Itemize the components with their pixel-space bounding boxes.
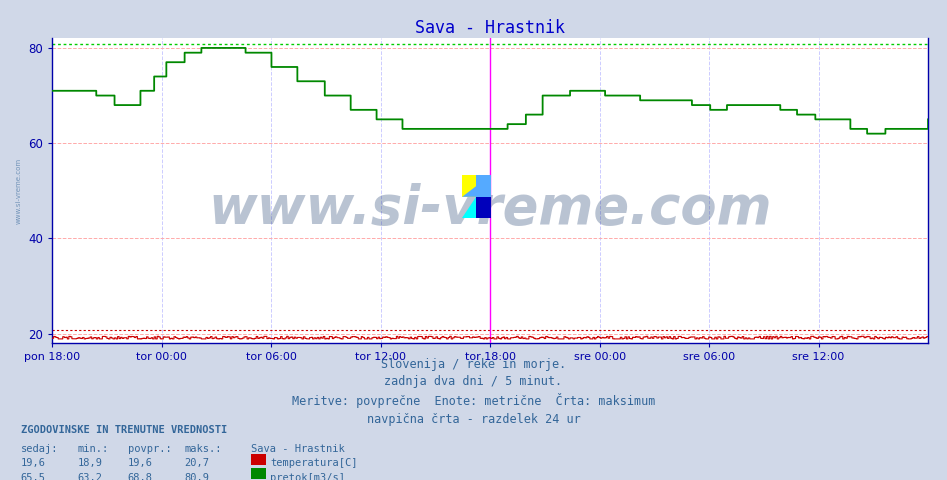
Text: 80,9: 80,9 bbox=[185, 473, 209, 480]
Text: 18,9: 18,9 bbox=[78, 458, 102, 468]
Text: www.si-vreme.com: www.si-vreme.com bbox=[16, 158, 22, 224]
Text: povpr.:: povpr.: bbox=[128, 444, 171, 454]
Text: 68,8: 68,8 bbox=[128, 473, 152, 480]
Polygon shape bbox=[462, 197, 476, 218]
Text: 63,2: 63,2 bbox=[78, 473, 102, 480]
Polygon shape bbox=[462, 175, 491, 197]
Text: 19,6: 19,6 bbox=[21, 458, 45, 468]
Text: sedaj:: sedaj: bbox=[21, 444, 59, 454]
Text: Sava - Hrastnik: Sava - Hrastnik bbox=[251, 444, 345, 454]
Text: pretok[m3/s]: pretok[m3/s] bbox=[270, 473, 345, 480]
Polygon shape bbox=[476, 175, 491, 197]
Text: 19,6: 19,6 bbox=[128, 458, 152, 468]
Text: Slovenija / reke in morje.
zadnja dva dni / 5 minut.
Meritve: povprečne  Enote: : Slovenija / reke in morje. zadnja dva dn… bbox=[292, 358, 655, 426]
Text: temperatura[C]: temperatura[C] bbox=[270, 458, 357, 468]
Text: 20,7: 20,7 bbox=[185, 458, 209, 468]
Text: maks.:: maks.: bbox=[185, 444, 223, 454]
Text: ZGODOVINSKE IN TRENUTNE VREDNOSTI: ZGODOVINSKE IN TRENUTNE VREDNOSTI bbox=[21, 425, 227, 435]
Text: www.si-vreme.com: www.si-vreme.com bbox=[208, 183, 772, 235]
Bar bbox=[462, 175, 476, 197]
Title: Sava - Hrastnik: Sava - Hrastnik bbox=[415, 19, 565, 37]
Text: min.:: min.: bbox=[78, 444, 109, 454]
Text: 65,5: 65,5 bbox=[21, 473, 45, 480]
Polygon shape bbox=[476, 197, 491, 218]
